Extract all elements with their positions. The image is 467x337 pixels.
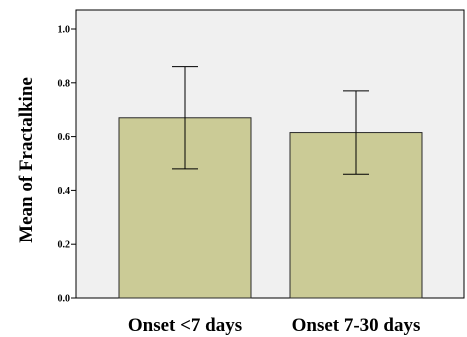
x-axis-labels: Onset <7 days Onset 7-30 days: [128, 315, 421, 336]
y-tick-label: 1.0: [58, 25, 71, 36]
y-tick-label: 0.4: [58, 186, 71, 197]
x-category-label: Onset 7-30 days: [292, 315, 421, 336]
y-axis-ticks: 0.0 0.2 0.4 0.6 0.8 1.0: [58, 25, 76, 305]
x-category-label: Onset <7 days: [128, 315, 242, 336]
y-tick-label: 0.2: [58, 240, 71, 251]
y-tick-label: 0.0: [58, 294, 71, 305]
error-bars-group: [172, 66, 369, 175]
y-tick-label: 0.8: [58, 78, 71, 89]
y-tick-label: 0.6: [58, 132, 71, 143]
bars-group: [118, 117, 423, 299]
y-axis-title: Mean of Fractalkine: [16, 77, 37, 243]
